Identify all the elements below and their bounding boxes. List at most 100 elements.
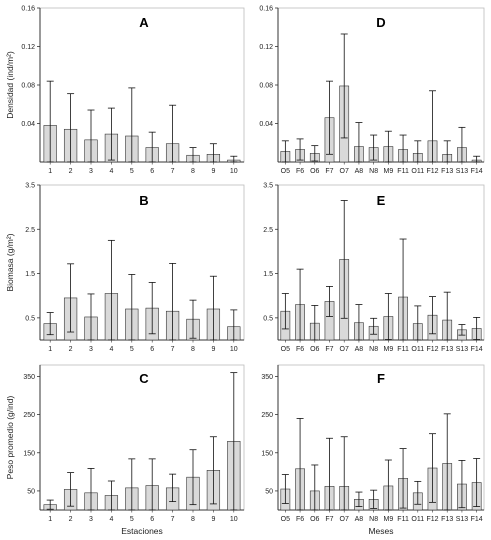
panel-e-ytick-label: 0.5 xyxy=(263,315,273,322)
panel-d-frame xyxy=(277,7,485,163)
panel-c-ylabel: Peso promedio (g/ind) xyxy=(5,396,15,480)
panel-e-xtick-label: F11 xyxy=(397,346,409,353)
panel-e-ytick-label: 1.5 xyxy=(263,271,273,278)
panel-d-xtick-label: O11 xyxy=(411,168,424,175)
panel-a-ytick-label: 0.12 xyxy=(21,44,35,51)
panel-a-xtick-label: 2 xyxy=(69,168,73,175)
panel-a-ytick-label: 0.08 xyxy=(21,83,35,90)
panel-c-xtick-label: 8 xyxy=(191,516,195,523)
panel-c-xtick-label: 2 xyxy=(69,516,73,523)
panel-d-ytick-label: 0.12 xyxy=(259,44,273,51)
panel-d-xtick-label: M9 xyxy=(383,168,393,175)
panel-f-xtick-label: F12 xyxy=(426,516,438,523)
panel-a-xtick-label: 1 xyxy=(48,168,52,175)
panel-d-xtick-label: O5 xyxy=(281,168,290,175)
panel-f-xtick-label: O6 xyxy=(310,516,319,523)
panel-f-xtick-label: F7 xyxy=(325,516,333,523)
panel-c-xtick-label: 3 xyxy=(89,516,93,523)
panel-f-xtick-label: O11 xyxy=(411,516,424,523)
panel-f-ytick-label: 150 xyxy=(261,450,273,457)
panel-d-xtick-label: O7 xyxy=(340,168,349,175)
panel-e-label: E xyxy=(377,193,386,208)
panel-f-label: F xyxy=(377,371,385,386)
panel-d-xtick-label: F13 xyxy=(441,168,453,175)
panel-f-xtick-label: A8 xyxy=(355,516,364,523)
panel-d-xtick-label: F7 xyxy=(325,168,333,175)
panel-b-xtick-label: 4 xyxy=(109,346,113,353)
panel-f-xtick-label: M9 xyxy=(383,516,393,523)
panel-a-xtick-label: 4 xyxy=(109,168,113,175)
panel-b-label: B xyxy=(139,193,148,208)
panel-e-xtick-label: F6 xyxy=(296,346,304,353)
panel-e-frame xyxy=(277,184,485,341)
panel-d-xtick-label: O6 xyxy=(310,168,319,175)
panel-f-xtick-label: N8 xyxy=(369,516,378,523)
panel-a-ytick-label: 0.16 xyxy=(21,6,35,13)
panel-b-xtick-label: 8 xyxy=(191,346,195,353)
panel-b-ytick-label: 0.5 xyxy=(25,315,35,322)
panel-e-xtick-label: A8 xyxy=(355,346,364,353)
panel-a-ylabel: Densidad (ind/m²) xyxy=(5,51,15,119)
panel-d-ytick-label: 0.08 xyxy=(259,83,273,90)
panel-b-xtick-label: 7 xyxy=(171,346,175,353)
panel-c-xtick-label: 7 xyxy=(171,516,175,523)
panel-b-ytick-label: 2.5 xyxy=(25,227,35,234)
panel-f-xtick-label: F11 xyxy=(397,516,409,523)
panel-c-label: C xyxy=(139,371,149,386)
panel-b-ylabel: Biomasa (g/m²) xyxy=(5,233,15,291)
panel-d-xtick-label: A8 xyxy=(355,168,364,175)
panel-e-xtick-label: S13 xyxy=(456,346,469,353)
panel-e-xtick-label: O5 xyxy=(281,346,290,353)
panel-e-xtick-label: O11 xyxy=(411,346,424,353)
panel-a-xtick-label: 9 xyxy=(211,168,215,175)
panel-b-xtick-label: 10 xyxy=(230,346,238,353)
panel-e-xtick-label: N8 xyxy=(369,346,378,353)
panel-c-ytick-label: 350 xyxy=(23,374,35,381)
panel-a-xtick-label: 5 xyxy=(130,168,134,175)
panel-b-xtick-label: 9 xyxy=(211,346,215,353)
panel-e-ytick-label: 2.5 xyxy=(263,227,273,234)
panel-b-xtick-label: 6 xyxy=(150,346,154,353)
panel-e-ytick-label: 3.5 xyxy=(263,183,273,190)
panel-f-xtick-label: O5 xyxy=(281,516,290,523)
panel-f-ytick-label: 50 xyxy=(265,488,273,495)
panel-f-xtick-label: F13 xyxy=(441,516,453,523)
panel-c-xtick-label: 9 xyxy=(211,516,215,523)
panel-c-ytick-label: 150 xyxy=(23,450,35,457)
panel-b-xtick-label: 1 xyxy=(48,346,52,353)
panel-c-ytick-label: 250 xyxy=(23,412,35,419)
panel-c-xlabel: Estaciones xyxy=(121,526,163,536)
panel-a-xtick-label: 7 xyxy=(171,168,175,175)
panel-f-frame xyxy=(277,364,485,511)
panel-f-ytick-label: 350 xyxy=(261,374,273,381)
panel-c-xtick-label: 1 xyxy=(48,516,52,523)
panel-a-xtick-label: 6 xyxy=(150,168,154,175)
panel-b-xtick-label: 5 xyxy=(130,346,134,353)
panel-d-ytick-label: 0.04 xyxy=(259,121,273,128)
panel-c-xtick-label: 10 xyxy=(230,516,238,523)
panel-d-xtick-label: F6 xyxy=(296,168,304,175)
panel-a-xtick-label: 10 xyxy=(230,168,238,175)
panel-f-xtick-label: S13 xyxy=(456,516,469,523)
panel-d-xtick-label: F11 xyxy=(397,168,409,175)
panel-d-xtick-label: N8 xyxy=(369,168,378,175)
panel-a-xtick-label: 8 xyxy=(191,168,195,175)
panel-e-xtick-label: O6 xyxy=(310,346,319,353)
panel-f-xtick-label: O7 xyxy=(340,516,349,523)
panel-c-xtick-label: 6 xyxy=(150,516,154,523)
panel-c-xtick-label: 5 xyxy=(130,516,134,523)
panel-d-label: D xyxy=(376,15,385,30)
panel-e-xtick-label: F13 xyxy=(441,346,453,353)
panel-a-xtick-label: 3 xyxy=(89,168,93,175)
panel-f-xlabel: Meses xyxy=(368,526,393,536)
panel-b-xtick-label: 3 xyxy=(89,346,93,353)
panel-a-label: A xyxy=(139,15,149,30)
panel-c-xtick-label: 4 xyxy=(109,516,113,523)
panel-f-xtick-label: F6 xyxy=(296,516,304,523)
panel-e-xtick-label: O7 xyxy=(340,346,349,353)
panel-b-xtick-label: 2 xyxy=(69,346,73,353)
panel-d-xtick-label: S13 xyxy=(456,168,469,175)
panel-d-ytick-label: 0.16 xyxy=(259,6,273,13)
panel-e-xtick-label: F7 xyxy=(325,346,333,353)
panel-e-xtick-label: F14 xyxy=(471,346,483,353)
